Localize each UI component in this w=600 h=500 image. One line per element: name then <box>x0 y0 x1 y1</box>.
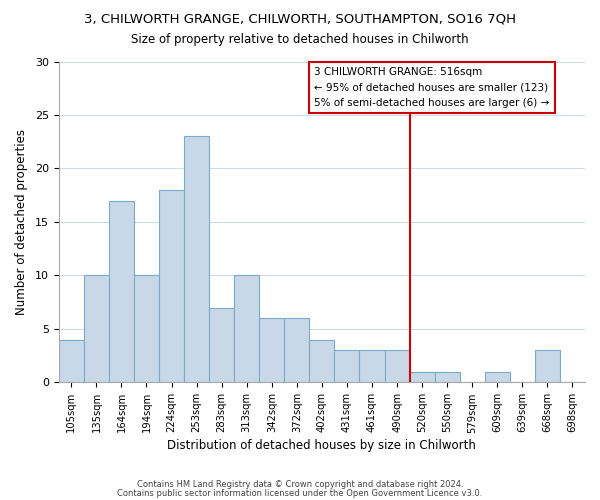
Bar <box>159 190 184 382</box>
Bar <box>485 372 510 382</box>
Bar <box>209 308 234 382</box>
X-axis label: Distribution of detached houses by size in Chilworth: Distribution of detached houses by size … <box>167 440 476 452</box>
Text: Contains public sector information licensed under the Open Government Licence v3: Contains public sector information licen… <box>118 490 482 498</box>
Bar <box>134 276 159 382</box>
Bar <box>184 136 209 382</box>
Bar <box>334 350 359 382</box>
Text: Size of property relative to detached houses in Chilworth: Size of property relative to detached ho… <box>131 32 469 46</box>
Bar <box>234 276 259 382</box>
Bar <box>410 372 434 382</box>
Bar <box>359 350 385 382</box>
Text: 3, CHILWORTH GRANGE, CHILWORTH, SOUTHAMPTON, SO16 7QH: 3, CHILWORTH GRANGE, CHILWORTH, SOUTHAMP… <box>84 12 516 26</box>
Bar <box>84 276 109 382</box>
Bar <box>109 200 134 382</box>
Text: 3 CHILWORTH GRANGE: 516sqm
← 95% of detached houses are smaller (123)
5% of semi: 3 CHILWORTH GRANGE: 516sqm ← 95% of deta… <box>314 67 550 108</box>
Text: Contains HM Land Registry data © Crown copyright and database right 2024.: Contains HM Land Registry data © Crown c… <box>137 480 463 489</box>
Bar <box>284 318 310 382</box>
Bar <box>310 340 334 382</box>
Bar <box>535 350 560 382</box>
Bar <box>259 318 284 382</box>
Y-axis label: Number of detached properties: Number of detached properties <box>15 129 28 315</box>
Bar <box>434 372 460 382</box>
Bar <box>385 350 410 382</box>
Bar <box>59 340 84 382</box>
